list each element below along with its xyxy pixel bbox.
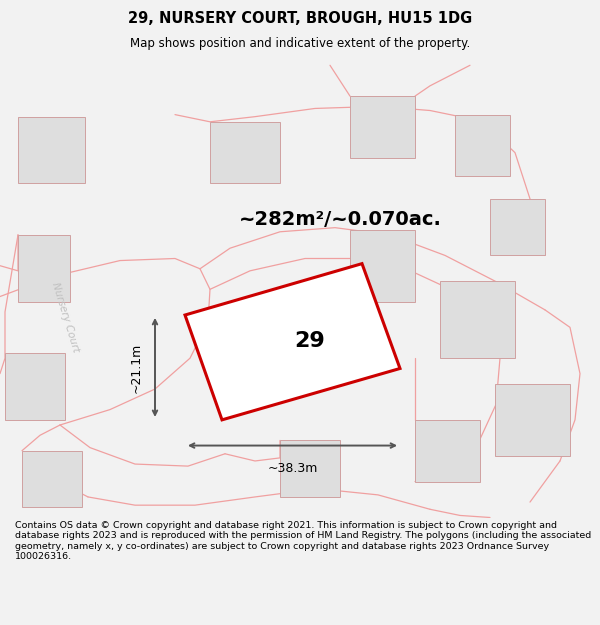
Polygon shape bbox=[18, 117, 85, 184]
Polygon shape bbox=[495, 384, 570, 456]
Text: ~38.3m: ~38.3m bbox=[268, 462, 317, 475]
Polygon shape bbox=[210, 122, 280, 184]
Text: ~282m²/~0.070ac.: ~282m²/~0.070ac. bbox=[239, 210, 442, 229]
Polygon shape bbox=[490, 199, 545, 256]
Polygon shape bbox=[18, 235, 70, 302]
Polygon shape bbox=[280, 441, 340, 497]
Polygon shape bbox=[22, 451, 82, 508]
Text: Map shows position and indicative extent of the property.: Map shows position and indicative extent… bbox=[130, 38, 470, 51]
Polygon shape bbox=[415, 420, 480, 481]
Text: ~21.1m: ~21.1m bbox=[130, 342, 143, 392]
Text: Nursery Court: Nursery Court bbox=[50, 281, 80, 353]
Polygon shape bbox=[350, 230, 415, 302]
Text: Contains OS data © Crown copyright and database right 2021. This information is : Contains OS data © Crown copyright and d… bbox=[15, 521, 591, 561]
Polygon shape bbox=[440, 281, 515, 358]
Text: 29, NURSERY COURT, BROUGH, HU15 1DG: 29, NURSERY COURT, BROUGH, HU15 1DG bbox=[128, 11, 472, 26]
Polygon shape bbox=[185, 264, 400, 420]
Polygon shape bbox=[455, 114, 510, 176]
Polygon shape bbox=[350, 96, 415, 158]
Text: 29: 29 bbox=[295, 331, 325, 351]
Polygon shape bbox=[5, 353, 65, 420]
